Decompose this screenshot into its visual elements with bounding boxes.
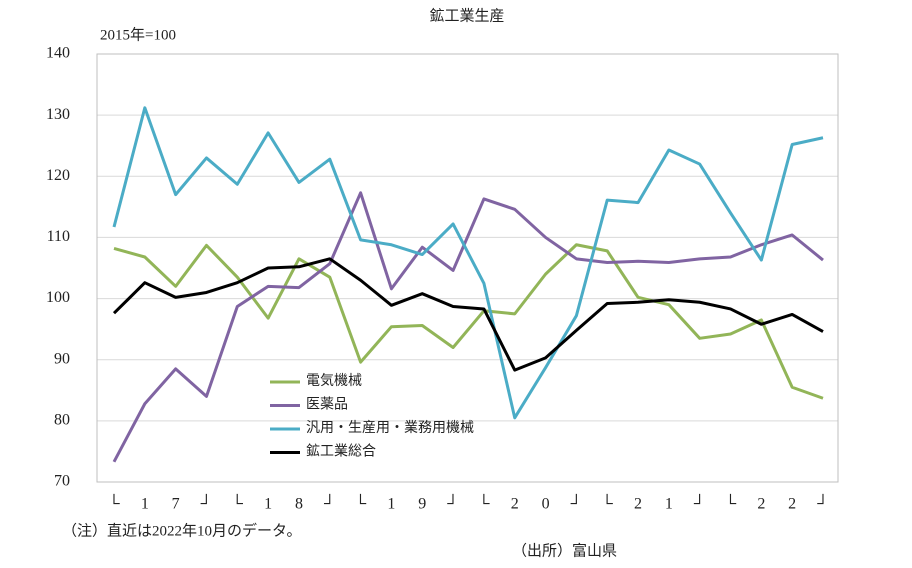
x-tick-label: └ [355, 494, 367, 513]
source: （出所）富山県 [512, 541, 617, 559]
x-tick-label: ┘ [323, 494, 335, 513]
x-tick-label: ┘ [816, 494, 828, 513]
x-tick-label: 2 [634, 496, 642, 513]
y-tick-label: 110 [47, 228, 70, 245]
series-line [113, 243, 824, 400]
y-tick-label: 130 [46, 106, 70, 123]
x-tick-label: 2 [757, 496, 765, 513]
y-tick-label: 120 [46, 167, 70, 184]
x-tick-label: 0 [542, 496, 550, 513]
x-tick-label: 1 [665, 496, 673, 513]
x-tick-label: 2 [788, 496, 796, 513]
x-tick-label: 1 [141, 496, 149, 513]
x-tick-label: ┘ [570, 494, 582, 513]
x-tick-label: └ [478, 494, 490, 513]
x-tick-label: ┘ [693, 494, 705, 513]
x-tick-label: 7 [172, 496, 180, 513]
x-tick-label: └ [232, 494, 244, 513]
series-line [112, 191, 824, 463]
legend-label: 医薬品 [306, 397, 348, 413]
series-line [112, 106, 824, 420]
y-tick-label: 100 [46, 289, 70, 306]
y-tick-label: 90 [54, 350, 70, 367]
x-tick-label: 2 [511, 496, 519, 513]
subtitle: 2015年=100 [100, 26, 176, 43]
note: （注）直近は2022年10月のデータ。 [62, 521, 302, 539]
y-tick-label: 70 [54, 473, 70, 490]
legend-label: 鉱工業総合 [306, 443, 376, 460]
y-tick-label: 140 [46, 45, 70, 62]
series-line [112, 257, 824, 372]
x-tick-label: 1 [264, 496, 272, 513]
x-tick-label: ┘ [446, 494, 458, 513]
legend-label: 汎用・生産用・業務用機械 [306, 420, 474, 436]
x-tick-label: 1 [387, 496, 395, 513]
legend-label: 電気機械 [306, 373, 362, 389]
x-tick-label: 9 [418, 496, 426, 513]
x-tick-label: 8 [295, 496, 303, 513]
plot-border [96, 53, 839, 483]
x-tick-label: └ [108, 494, 120, 513]
x-tick-label: └ [725, 494, 737, 513]
x-tick-label: ┘ [200, 494, 212, 513]
x-tick-label: └ [602, 494, 614, 513]
chart-title: 鉱工業生産 [429, 6, 504, 24]
y-tick-label: 80 [54, 412, 70, 429]
